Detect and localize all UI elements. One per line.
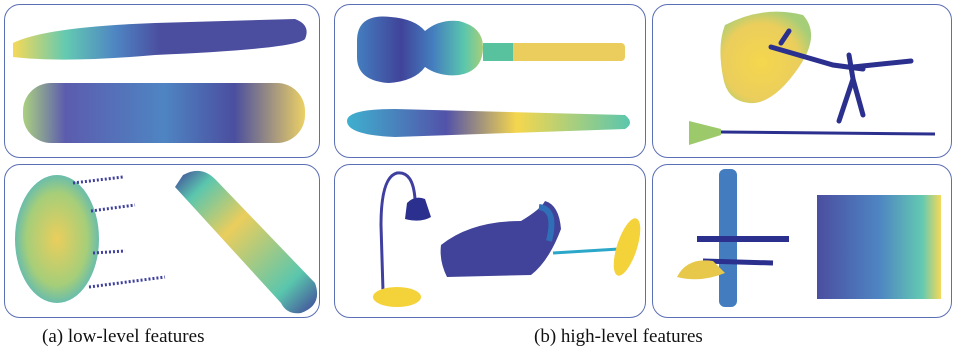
- panel-b-bottom-left: [334, 164, 646, 318]
- point-cloud-a-top: [13, 19, 307, 143]
- point-cloud-b-bottom-left: [373, 171, 641, 307]
- panel-b-top-left: [334, 4, 646, 158]
- caption-a: (a) low-level features: [42, 326, 205, 347]
- point-cloud-b-top-left: [347, 16, 630, 137]
- panel-a-top: [4, 4, 320, 158]
- caption-b: (b) high-level features: [534, 326, 703, 347]
- panel-b-bottom-right: [652, 164, 952, 318]
- point-cloud-a-bottom: [15, 170, 318, 314]
- panel-b-top-right: [652, 4, 952, 158]
- panel-a-bottom: [4, 164, 320, 318]
- point-cloud-b-top-right: [689, 11, 936, 145]
- point-cloud-b-bottom-right: [677, 169, 941, 307]
